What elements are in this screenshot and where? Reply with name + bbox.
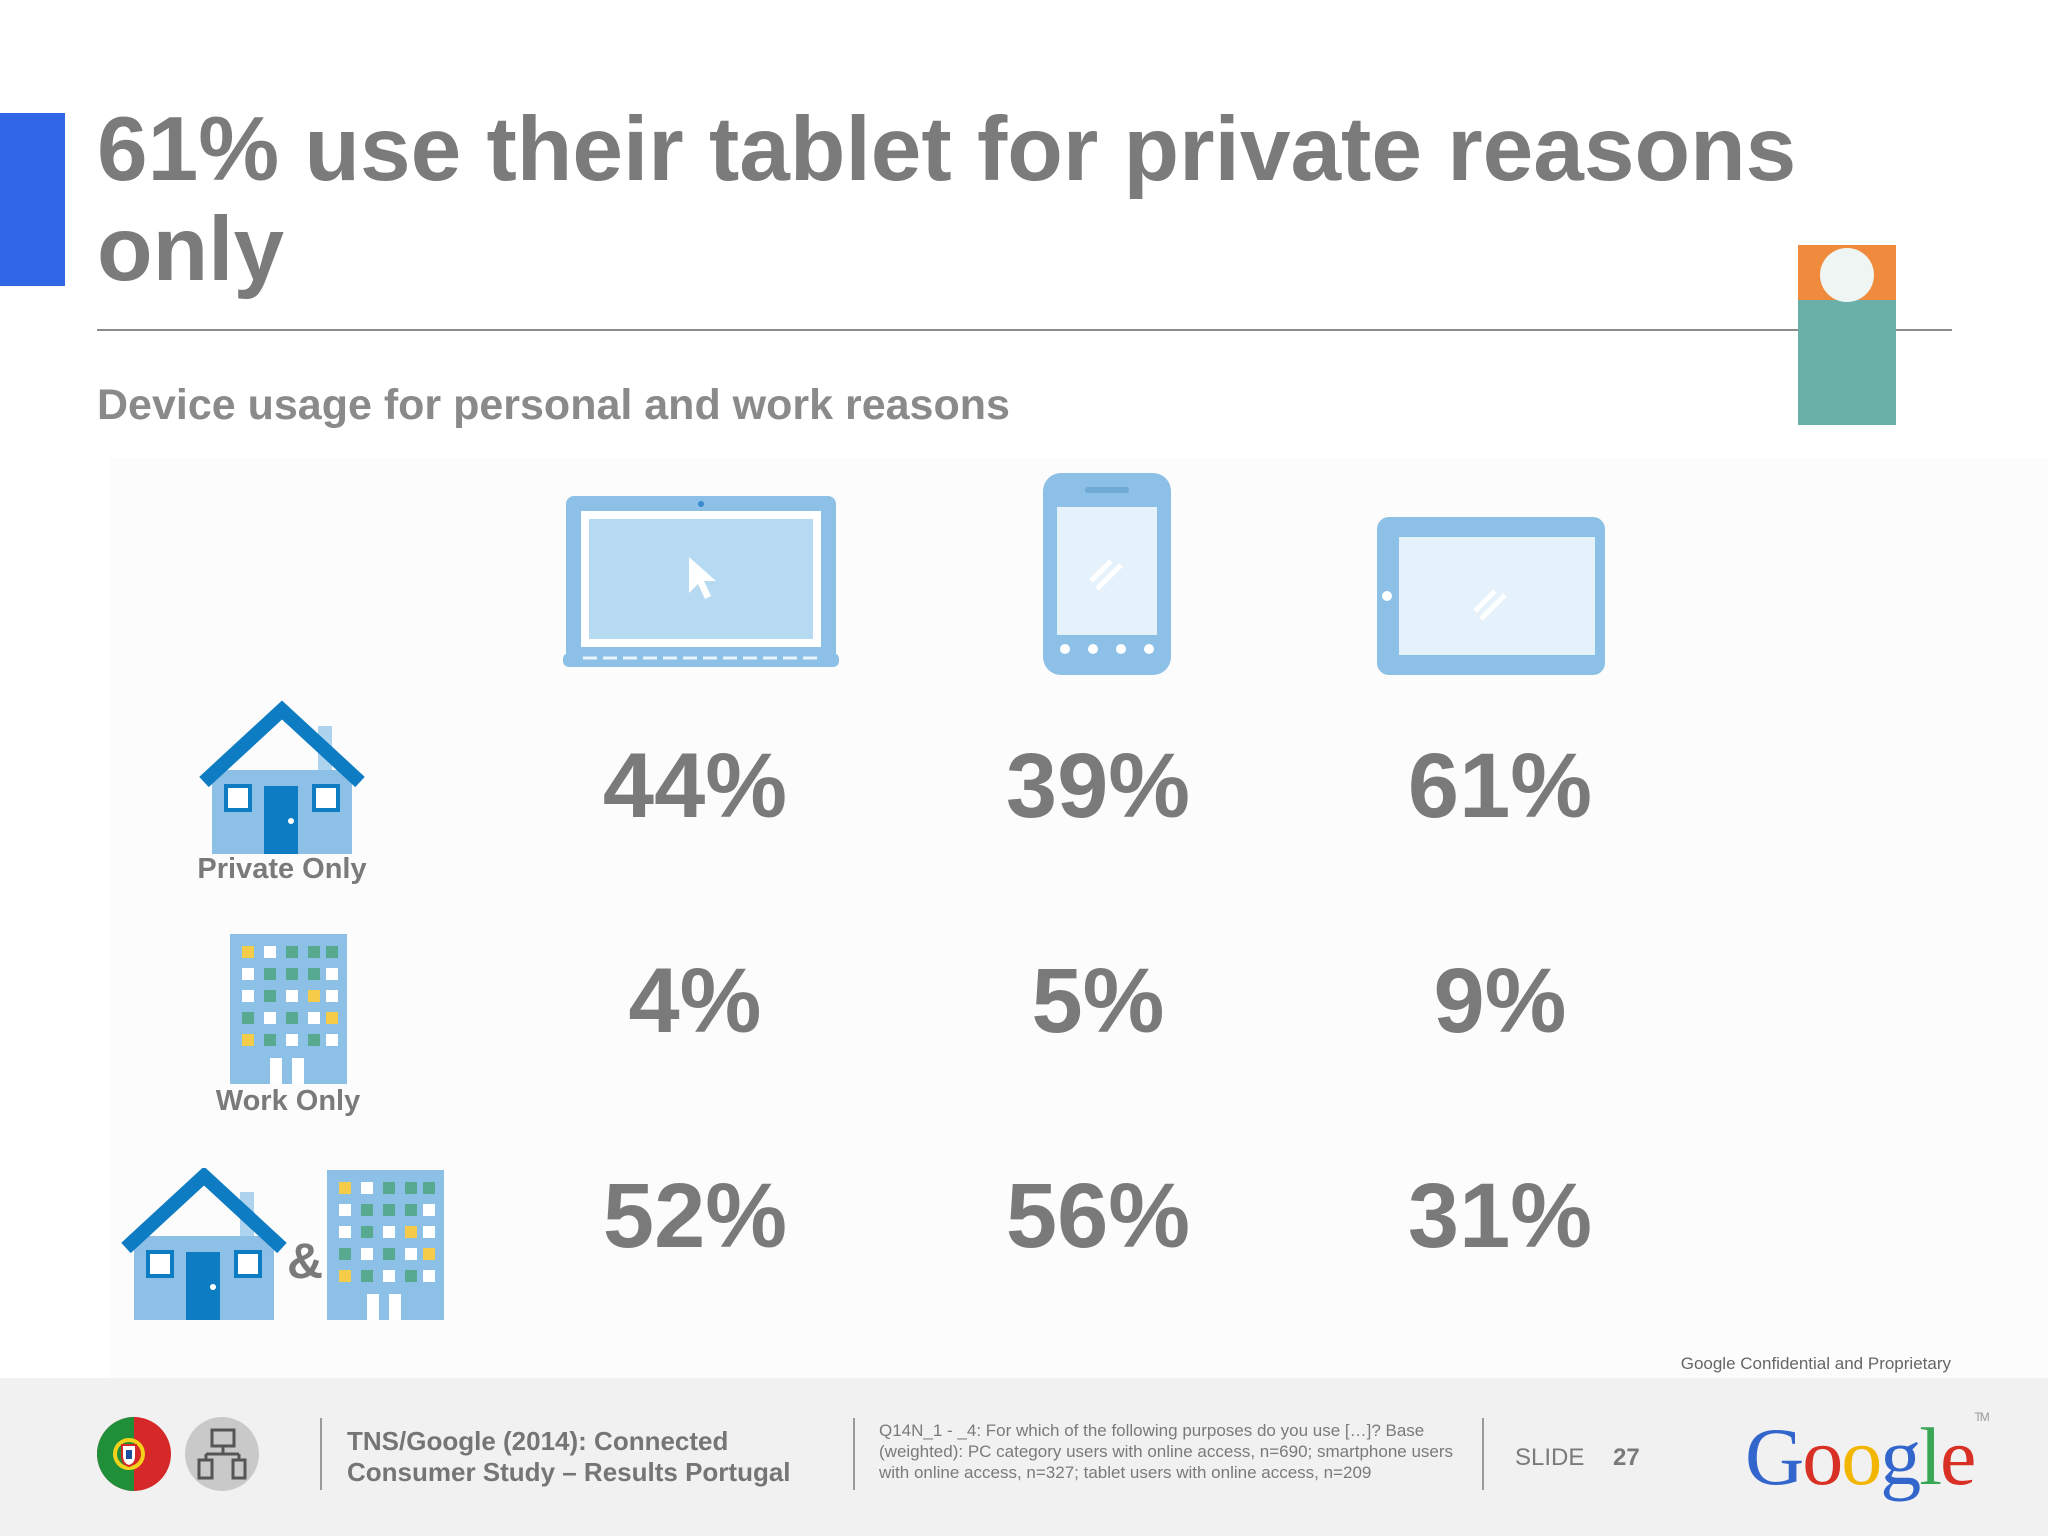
google-logo: GoogleTM <box>1745 1410 1990 1504</box>
pct-work-smartphone: 5% <box>1031 950 1165 1052</box>
portugal-flag-icon <box>97 1417 171 1491</box>
slide-label: SLIDE <box>1515 1444 1585 1471</box>
pct-both-tablet: 31% <box>1407 1165 1593 1267</box>
logo-letter: G <box>1745 1411 1804 1502</box>
footer-divider-3 <box>1482 1418 1484 1490</box>
house-and-building-icon <box>121 1168 444 1320</box>
pct-private-tablet: 61% <box>1407 735 1593 837</box>
pct-private-laptop: 44% <box>602 735 788 837</box>
office-building-icon <box>230 934 347 1084</box>
pct-both-smartphone: 56% <box>1005 1165 1191 1267</box>
footer-methodology-note: Q14N_1 - _4: For which of the following … <box>879 1421 1454 1482</box>
logo-letter: l <box>1919 1411 1942 1502</box>
laptop-icon <box>563 496 839 667</box>
person-icon <box>1798 245 1896 425</box>
footer-bar <box>0 1378 2048 1536</box>
pct-private-smartphone: 39% <box>1005 735 1191 837</box>
logo-letter: o <box>1802 1411 1843 1502</box>
row-label-both-ampersand: & <box>286 1233 324 1289</box>
house-icon <box>199 700 365 854</box>
confidential-notice: Google Confidential and Proprietary <box>1680 1354 1951 1373</box>
connected-devices-icon <box>185 1417 259 1491</box>
row-label-work-only: Work Only <box>215 1085 361 1117</box>
footer-divider-2 <box>853 1418 855 1490</box>
logo-letter: e <box>1940 1411 1976 1502</box>
smartphone-icon <box>1043 473 1171 675</box>
logo-letter: o <box>1841 1411 1882 1502</box>
pct-both-laptop: 52% <box>602 1165 788 1267</box>
slide-number: 27 <box>1613 1444 1640 1471</box>
slide-title: 61% use their tablet for private reasons… <box>97 99 1797 300</box>
row-label-private-only: Private Only <box>197 853 367 885</box>
tablet-icon <box>1377 517 1605 675</box>
logo-letter: g <box>1880 1411 1921 1502</box>
title-accent-bar <box>0 113 65 286</box>
pct-work-tablet: 9% <box>1433 950 1567 1052</box>
footer-source: TNS/Google (2014): Connected Consumer St… <box>347 1426 791 1487</box>
pct-work-laptop: 4% <box>628 950 762 1052</box>
slide-subtitle: Device usage for personal and work reaso… <box>97 381 1010 429</box>
logo-trademark: TM <box>1974 1410 1989 1424</box>
title-divider <box>97 329 1952 331</box>
footer-divider-1 <box>320 1418 322 1490</box>
